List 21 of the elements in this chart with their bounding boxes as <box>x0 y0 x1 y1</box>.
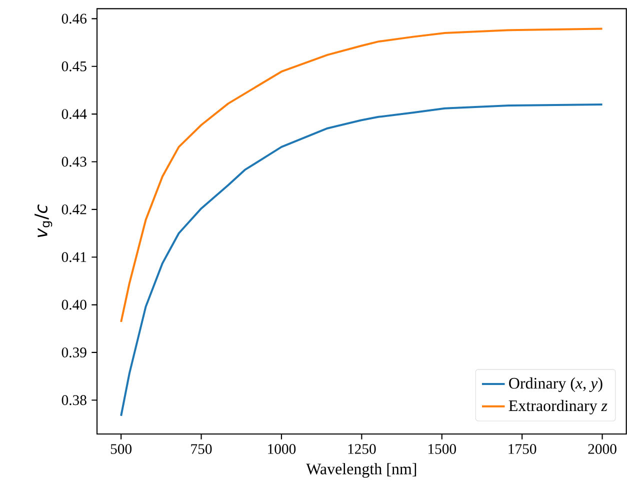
x-tick-label: 2000 <box>588 444 616 454</box>
y-tick-label: 0.45 <box>62 61 86 72</box>
y-tick-label: 0.40 <box>62 300 86 310</box>
x-tick-label: 1000 <box>268 444 296 454</box>
y-tick-label: 0.41 <box>62 252 86 262</box>
x-tick-label: 1750 <box>508 444 536 454</box>
legend-label: Extraordinary z <box>508 400 608 414</box>
y-tick-label: 0.42 <box>62 204 86 214</box>
legend-label: Ordinary (x, y) <box>509 377 602 392</box>
line-series <box>120 28 604 323</box>
y-tick-label: 0.38 <box>62 395 86 406</box>
y-tick-label: 0.44 <box>62 109 87 120</box>
y-tick-label: 0.39 <box>62 347 86 358</box>
y-tick-label: 0.46 <box>62 14 87 24</box>
x-tick-label: 1250 <box>348 444 376 454</box>
x-tick-label: 500 <box>110 444 132 454</box>
x-tick-label: 1500 <box>428 444 456 454</box>
x-tick-label: 750 <box>191 444 212 454</box>
x-axis-title: Wavelength [nm] <box>306 463 416 478</box>
y-axis-title: v$_{g}$/c <box>34 204 52 238</box>
y-tick-label: 0.43 <box>62 156 86 167</box>
